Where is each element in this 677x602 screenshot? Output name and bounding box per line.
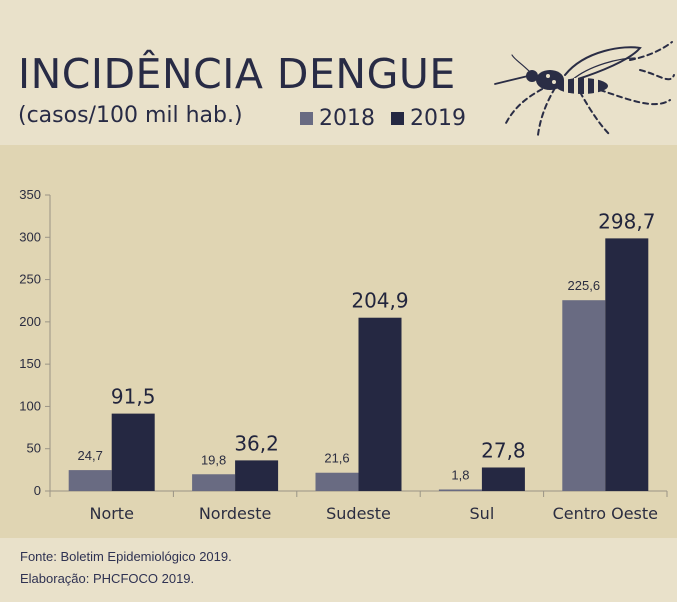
data-label-2019: 298,7 — [598, 209, 655, 233]
header: INCIDÊNCIA DENGUE (casos/100 mil hab.) 2… — [0, 0, 677, 145]
x-category-label: Norte — [89, 504, 133, 523]
data-label-2019: 36,2 — [234, 431, 279, 455]
data-label-2018: 1,8 — [451, 467, 469, 482]
legend-item-2018: 2018 — [300, 106, 375, 131]
source-note: Fonte: Boletim Epidemiológico 2019. — [20, 549, 232, 564]
bar-2019 — [481, 467, 525, 491]
bar-2019 — [235, 460, 279, 491]
x-category-label: Sudeste — [326, 504, 391, 523]
y-tick-label: 200 — [19, 314, 41, 329]
legend-item-2019: 2019 — [391, 106, 466, 131]
x-category-label: Centro Oeste — [553, 504, 658, 523]
data-label-2019: 27,8 — [481, 438, 526, 462]
data-label-2018: 225,6 — [568, 278, 601, 293]
y-tick-label: 300 — [19, 229, 41, 244]
y-tick-label: 50 — [27, 441, 41, 456]
data-label-2019: 91,5 — [111, 385, 156, 409]
y-tick-label: 350 — [19, 187, 41, 202]
y-tick-label: 250 — [19, 272, 41, 287]
data-label-2019: 204,9 — [351, 289, 408, 313]
footer: Fonte: Boletim Epidemiológico 2019. Elab… — [0, 538, 677, 602]
legend: 2018 2019 — [300, 106, 482, 131]
bar-2018 — [315, 472, 359, 491]
bar-2019 — [111, 413, 155, 491]
x-category-label: Sul — [470, 504, 495, 523]
bar-2019 — [358, 317, 402, 491]
legend-swatch-2018 — [300, 112, 313, 125]
x-category-label: Nordeste — [199, 504, 272, 523]
y-tick-label: 100 — [19, 398, 41, 413]
bar-2019 — [605, 238, 649, 491]
bar-2018 — [68, 470, 112, 491]
data-label-2018: 24,7 — [78, 448, 103, 463]
y-tick-label: 0 — [34, 483, 41, 498]
bar-2018 — [192, 474, 236, 491]
data-label-2018: 21,6 — [324, 451, 349, 466]
credit-note: Elaboração: PHCFOCO 2019. — [20, 571, 195, 586]
bar-2018 — [438, 489, 482, 491]
chart-subtitle: (casos/100 mil hab.) — [18, 103, 243, 128]
legend-label-2019: 2019 — [410, 106, 466, 131]
y-tick-label: 150 — [19, 356, 41, 371]
legend-label-2018: 2018 — [319, 106, 375, 131]
plot-area: 0 50 100 150 200 250 300 350 24,7 91,5 Norte 19,8 36… — [0, 145, 677, 538]
data-label-2018: 19,8 — [201, 452, 226, 467]
mosquito-icon — [494, 41, 675, 136]
chart-title: INCIDÊNCIA DENGUE — [18, 50, 456, 98]
legend-swatch-2019 — [391, 112, 404, 125]
bar-chart: 0 50 100 150 200 250 300 350 24,7 91,5 Norte 19,8 36… — [19, 187, 668, 523]
bar-2018 — [562, 300, 606, 491]
